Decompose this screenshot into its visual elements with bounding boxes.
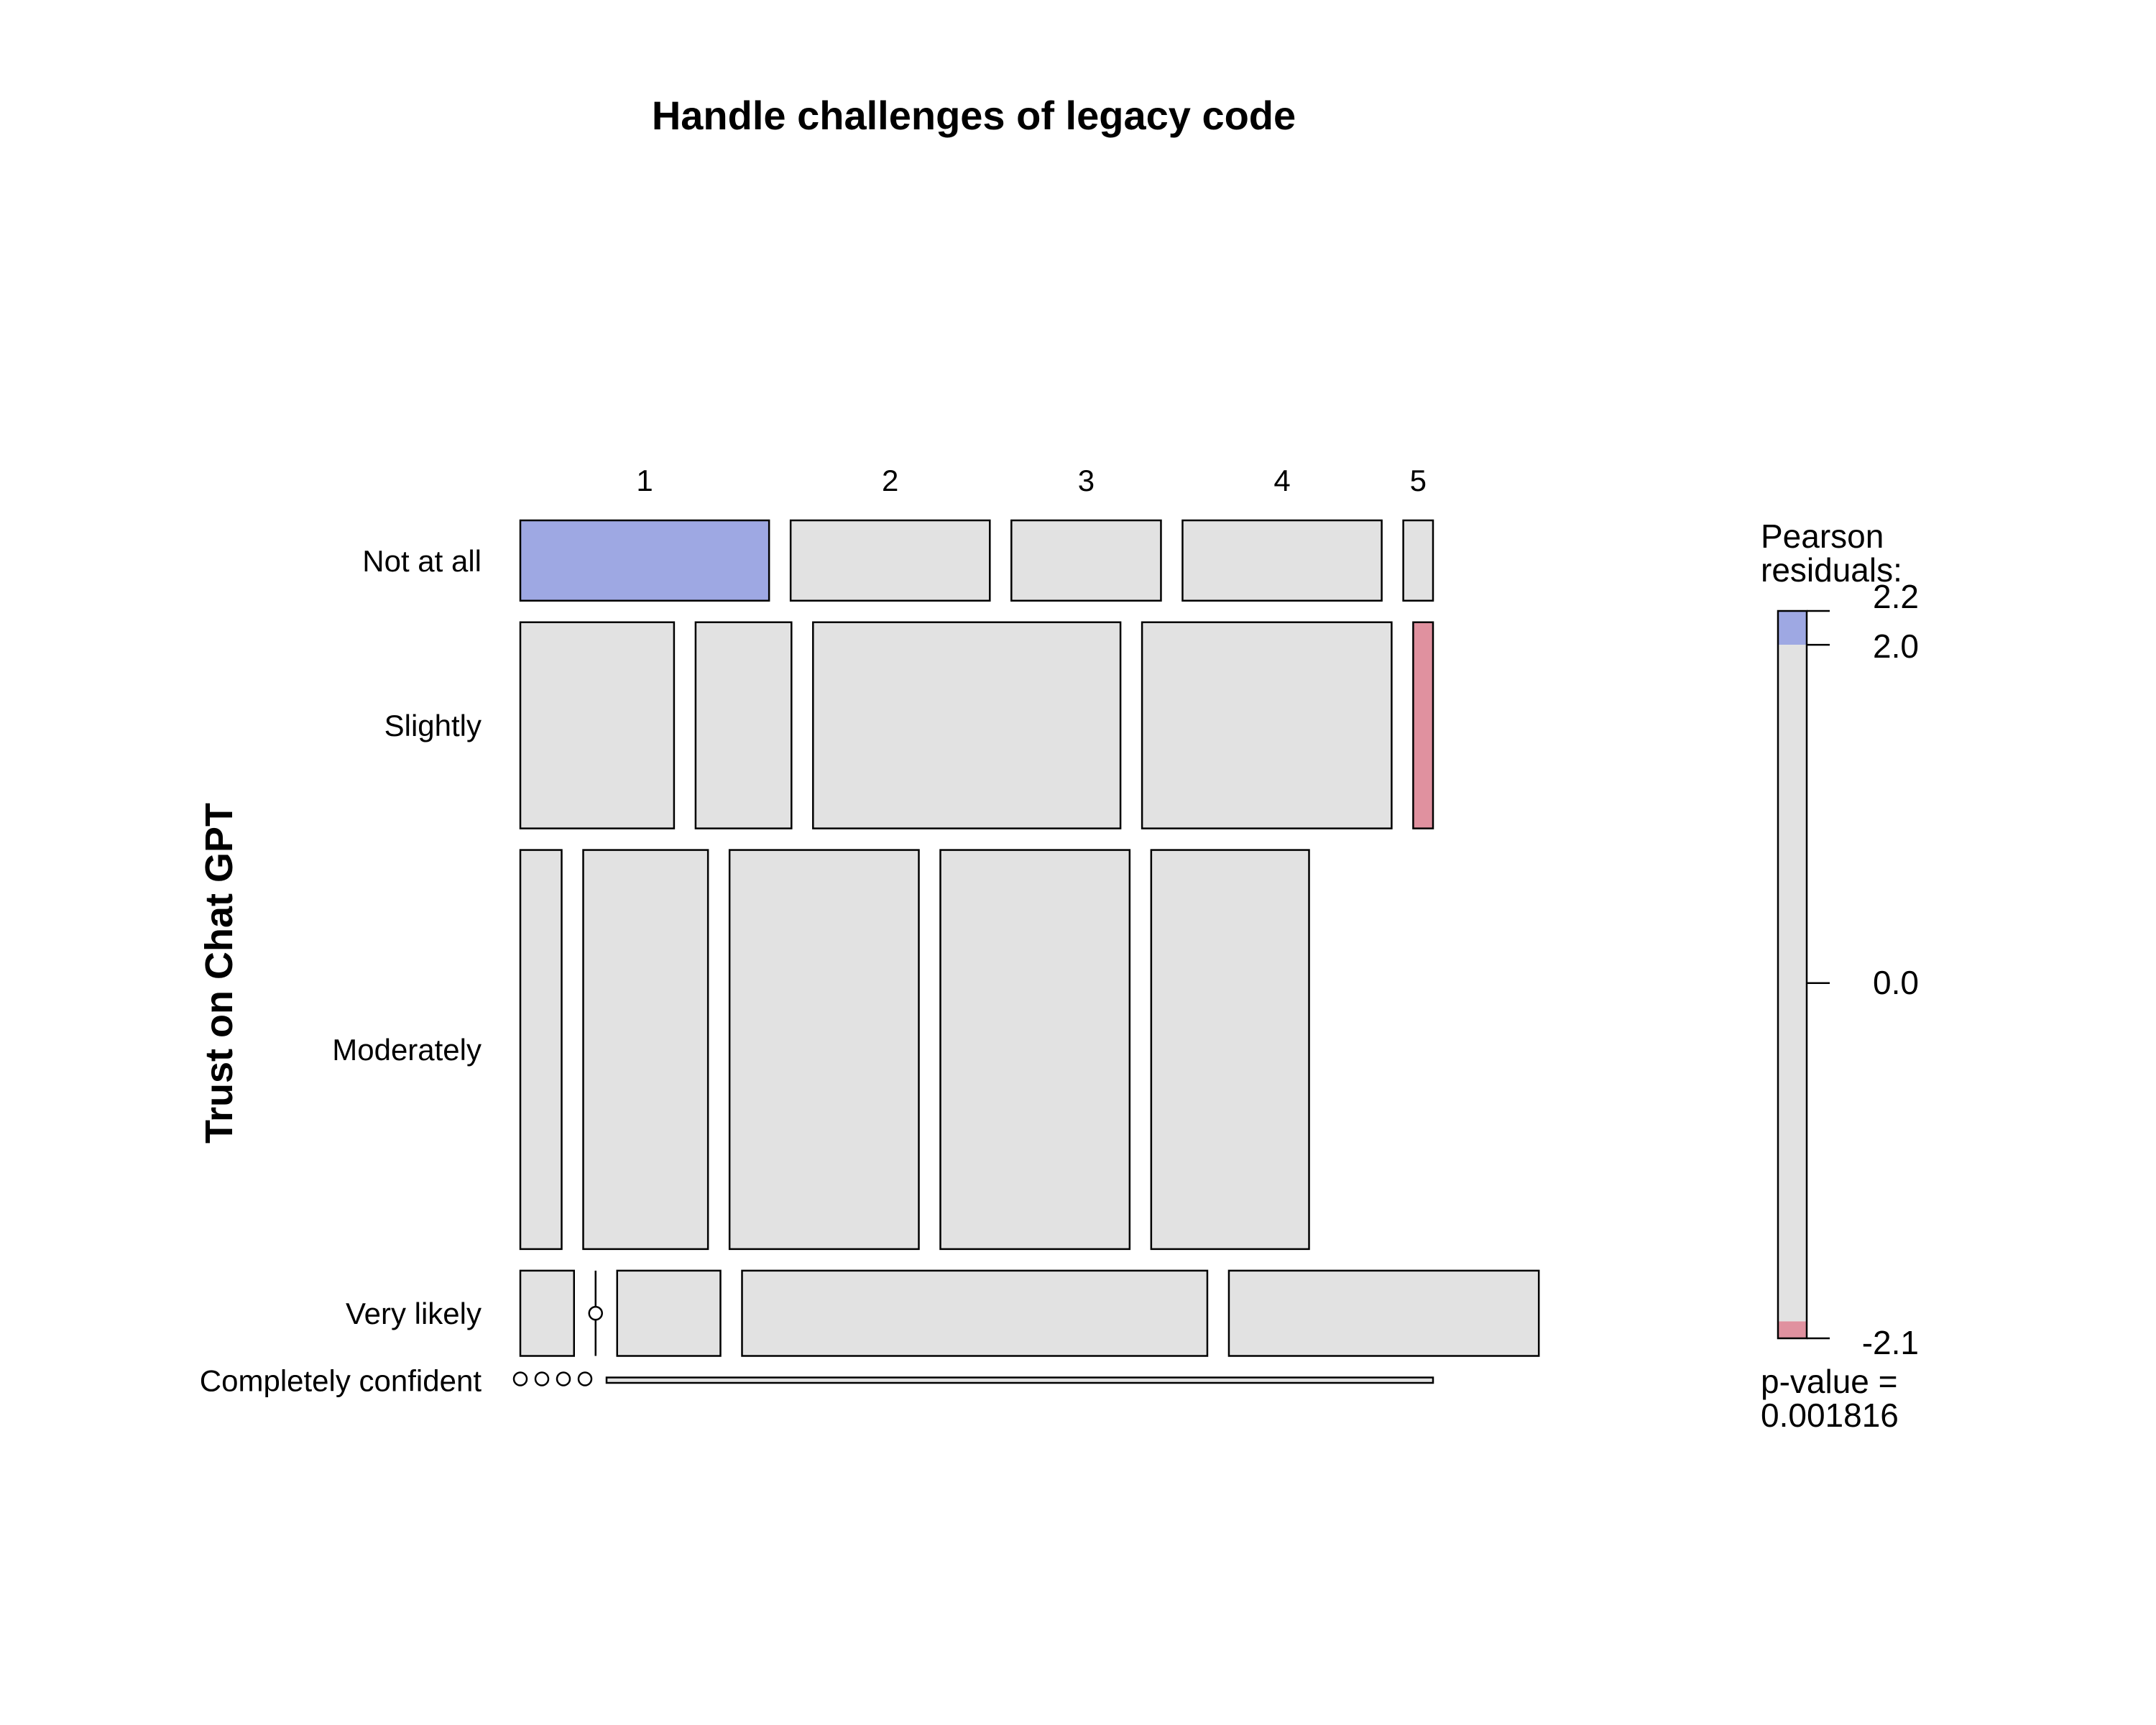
row-label-very-likely: Very likely: [346, 1297, 482, 1330]
cell-not-at-all-col-2: [789, 519, 991, 602]
cell-moderately-col-1: [519, 849, 563, 1251]
legend-colorbar: [1777, 610, 1808, 1340]
cell-not-at-all-col-4: [1181, 519, 1383, 602]
p-value-number: 0.001816: [1761, 1397, 1899, 1434]
legend-positive-band: [1778, 611, 1807, 645]
y-axis-label: Trust on Chat GPT: [198, 803, 241, 1144]
cell-slightly-col-5: [1412, 621, 1434, 829]
legend-title-line2: residuals:: [1761, 551, 1902, 589]
column-label-3: 3: [1078, 464, 1095, 497]
chart-title: Handle challenges of legacy code: [652, 93, 1296, 138]
cell-moderately-col-5: [1150, 849, 1310, 1251]
cell-slightly-col-2: [694, 621, 793, 829]
cell-moderately-col-4: [939, 849, 1131, 1251]
legend-negative-band: [1778, 1321, 1807, 1338]
cell-moderately-col-3: [728, 849, 920, 1251]
mosaic-cells: [512, 519, 1540, 1386]
legend-tick-label: 0.0: [1873, 964, 1919, 1001]
cell-very-likely-col-2-zero-marker: [588, 1305, 603, 1321]
cell-very-likely-col-4: [741, 1269, 1209, 1357]
row-label-moderately: Moderately: [332, 1033, 482, 1067]
legend-title-line1: Pearson: [1761, 518, 1884, 555]
row-label-not-at-all: Not at all: [362, 544, 482, 578]
row-labels: Not at all Slightly Moderately Very likely C…: [200, 544, 482, 1397]
cell-very-likely-col-3: [616, 1269, 722, 1357]
column-label-4: 4: [1273, 464, 1290, 497]
cell-completely-confident-col-3-zero-marker: [556, 1371, 571, 1386]
row-label-slightly: Slightly: [384, 709, 482, 742]
cell-completely-confident-col-1-zero-marker: [512, 1371, 528, 1386]
cell-very-likely-col-5: [1227, 1269, 1540, 1357]
cell-slightly-col-1: [519, 621, 676, 829]
cell-very-likely-col-1: [519, 1269, 575, 1357]
cell-completely-confident-col-5: [605, 1376, 1434, 1384]
legend-tick-label: 2.0: [1873, 627, 1919, 665]
column-labels: 1 2 3 4 5: [636, 464, 1427, 497]
cell-moderately-col-2: [582, 849, 709, 1251]
cell-slightly-col-4: [1141, 621, 1393, 829]
column-label-2: 2: [882, 464, 898, 497]
column-label-5: 5: [1410, 464, 1427, 497]
cell-not-at-all-col-5: [1402, 519, 1434, 602]
row-label-completely-confident: Completely confident: [200, 1363, 482, 1397]
cell-not-at-all-col-3: [1010, 519, 1162, 602]
legend-colorbar-frame: [1777, 610, 1808, 1340]
residuals-legend: Pearson residuals: 2.2 2.0 0.0 -2.1 p-value…: [1761, 518, 1919, 1434]
legend-tick-label: -2.1: [1862, 1324, 1919, 1361]
cell-slightly-col-3: [812, 621, 1122, 829]
legend-tick-label: 2.2: [1873, 578, 1919, 615]
legend-ticks: 2.2 2.0 0.0 -2.1: [1807, 578, 1919, 1361]
column-label-1: 1: [636, 464, 653, 497]
cell-completely-confident-col-4-zero-marker: [577, 1371, 593, 1386]
cell-not-at-all-col-1: [519, 519, 770, 602]
p-value-label: p-value =: [1761, 1363, 1898, 1400]
legend-neutral-band: [1778, 645, 1807, 1322]
cell-completely-confident-col-2-zero-marker: [534, 1371, 550, 1386]
